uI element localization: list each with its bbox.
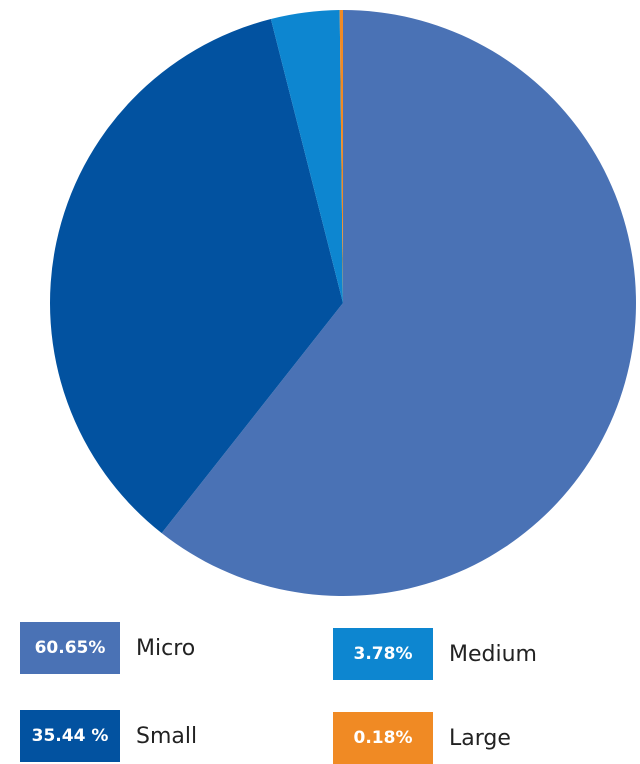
legend-item-small: 35.44 % Small <box>20 710 197 762</box>
legend-swatch-small: 35.44 % <box>20 710 120 762</box>
pie-slice-medium <box>270 10 343 304</box>
pie-slice-micro <box>161 10 636 597</box>
legend-label-small: Small <box>136 723 198 749</box>
legend-swatch-micro: 60.65% <box>20 622 120 674</box>
legend-item-micro: 60.65% Micro <box>20 622 195 674</box>
legend-label-medium: Medium <box>449 641 537 667</box>
pie-chart <box>50 10 636 597</box>
legend-item-medium: 3.78% Medium <box>333 628 537 680</box>
pie-slice-small <box>50 19 344 534</box>
legend-label-micro: Micro <box>136 635 196 661</box>
legend-swatch-large: 0.18% <box>333 712 433 764</box>
legend-label-large: Large <box>449 725 511 751</box>
legend-swatch-medium: 3.78% <box>333 628 433 680</box>
legend-item-large: 0.18% Large <box>333 712 511 764</box>
pie-slice-large <box>339 10 343 303</box>
